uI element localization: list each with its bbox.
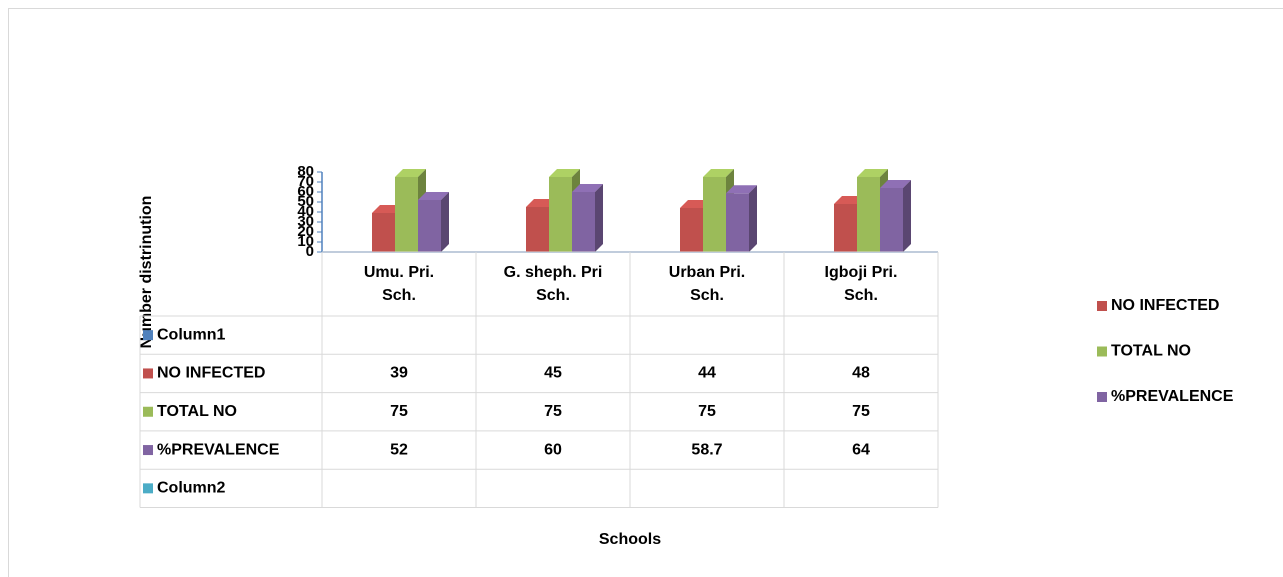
legend-label: NO INFECTED	[1111, 297, 1219, 314]
bar-front	[572, 192, 595, 252]
bar-side	[441, 192, 449, 252]
y-tick-label: 30	[297, 213, 314, 230]
bar-top	[726, 185, 757, 194]
y-axis-label: Number distrinution	[138, 196, 155, 349]
category-label: Umu. Pri. Sch.	[364, 264, 434, 304]
table-legend-key	[143, 445, 153, 456]
bar-front	[372, 213, 395, 252]
y-tick-label: 0	[306, 243, 314, 260]
bar-front	[834, 204, 857, 252]
table-cell: 75	[390, 403, 408, 420]
legend-key	[1097, 301, 1107, 311]
table-cell: 75	[544, 403, 562, 420]
bar-front	[549, 177, 572, 252]
bar-side	[749, 185, 757, 252]
legend-label: %PREVALENCE	[1111, 388, 1234, 405]
y-tick-label: 70	[297, 173, 314, 190]
bar	[418, 192, 449, 252]
table-legend-key	[143, 330, 153, 341]
category-label: Urban Pri. Sch.	[669, 264, 745, 304]
bar-top	[857, 169, 888, 177]
bar-front	[526, 207, 549, 252]
y-tick-label: 40	[297, 203, 314, 220]
y-tick-label: 50	[297, 193, 314, 210]
bar-side	[595, 184, 603, 252]
table-cell: 75	[698, 403, 716, 420]
table-cell: 75	[852, 403, 870, 420]
bar-top	[880, 180, 911, 188]
y-tick-label: 80	[297, 163, 314, 180]
table-legend-key	[143, 406, 153, 417]
table-cell: 44	[698, 365, 716, 382]
chart-frame	[8, 8, 1283, 577]
bar	[572, 184, 603, 252]
bar	[880, 180, 911, 252]
bar-front	[703, 177, 726, 252]
table-cell: 52	[390, 441, 408, 458]
table-cell: 45	[544, 365, 562, 382]
bar-top	[395, 169, 426, 177]
table-cell: 64	[852, 441, 870, 458]
table-cell: 48	[852, 365, 870, 382]
bar-top	[703, 169, 734, 177]
y-tick-label: 20	[297, 223, 314, 240]
bar-front	[880, 188, 903, 252]
bar-front	[857, 177, 880, 252]
bar-front	[680, 208, 703, 252]
table-row-label: %PREVALENCE	[157, 441, 280, 458]
table-row-label: Column1	[157, 326, 226, 343]
bar-front	[418, 200, 441, 252]
x-axis-label: Schools	[599, 531, 661, 548]
bar-top	[418, 192, 449, 200]
y-tick-label: 10	[297, 233, 314, 250]
legend-key	[1097, 346, 1107, 357]
legend-label: TOTAL NO	[1111, 343, 1191, 360]
bar-top	[549, 169, 580, 177]
bar-side	[903, 180, 911, 252]
table-row-label: TOTAL NO	[157, 403, 237, 420]
table-cell: 39	[390, 365, 408, 382]
bar-top	[572, 184, 603, 192]
legend-key	[1097, 392, 1107, 402]
table-legend-key	[143, 368, 153, 379]
bar	[726, 185, 757, 252]
table-legend-key	[143, 483, 153, 494]
bar-front	[395, 177, 418, 252]
bar-front	[726, 193, 749, 252]
table-cell: 60	[544, 441, 562, 458]
table-cell: 58.7	[691, 441, 722, 458]
category-label: G. sheph. Pri Sch.	[504, 264, 603, 304]
table-row-label: NO INFECTED	[157, 365, 265, 382]
table-row-label: Column2	[157, 480, 226, 497]
y-tick-label: 60	[297, 183, 314, 200]
category-label: Igboji Pri. Sch.	[825, 264, 898, 304]
